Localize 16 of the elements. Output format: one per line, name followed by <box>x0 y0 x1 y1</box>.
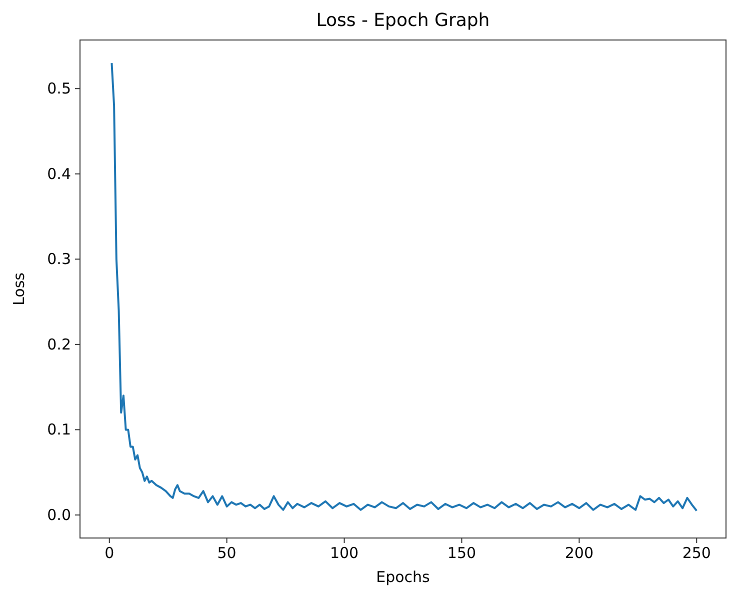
y-tick-label: 0.0 <box>47 506 71 524</box>
x-tick-label: 150 <box>447 544 476 562</box>
x-tick-label: 250 <box>682 544 711 562</box>
x-tick-label: 100 <box>330 544 359 562</box>
x-tick-label: 0 <box>104 544 114 562</box>
y-tick-label: 0.2 <box>47 335 71 354</box>
chart-title: Loss - Epoch Graph <box>316 10 490 31</box>
y-tick-label: 0.5 <box>47 80 71 98</box>
y-tick-label: 0.3 <box>47 250 71 268</box>
y-axis-title: Loss <box>10 272 28 306</box>
x-tick-label: 50 <box>217 544 236 562</box>
y-tick-label: 0.1 <box>47 420 71 439</box>
x-tick-label: 200 <box>564 544 594 562</box>
y-tick-label: 0.4 <box>47 164 71 183</box>
line-series <box>110 62 698 512</box>
x-axis-title: Epochs <box>376 568 430 586</box>
